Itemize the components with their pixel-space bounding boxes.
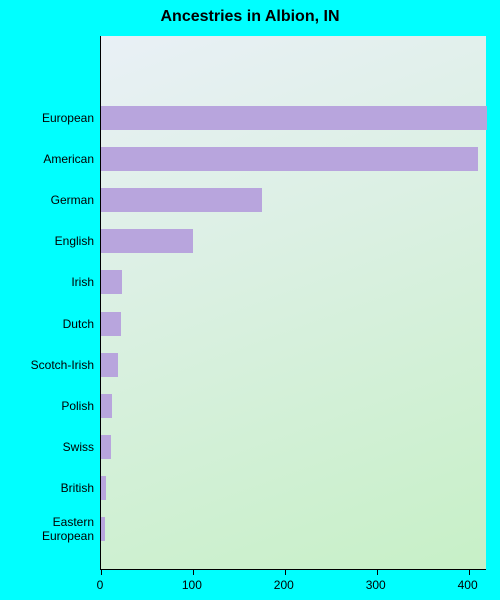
bar xyxy=(101,394,112,418)
bar xyxy=(101,476,106,500)
bar xyxy=(101,312,121,336)
x-axis-label: 100 xyxy=(182,578,202,592)
y-axis-label: American xyxy=(43,152,94,166)
x-axis-label: 0 xyxy=(97,578,104,592)
y-axis-label: Scotch-Irish xyxy=(31,358,94,372)
y-axis-label: Irish xyxy=(71,275,94,289)
x-axis-label: 400 xyxy=(458,578,478,592)
bar xyxy=(101,188,262,212)
bar xyxy=(101,229,193,253)
y-axis-label: European xyxy=(42,111,94,125)
x-tick xyxy=(377,569,378,575)
x-axis-label: 200 xyxy=(274,578,294,592)
bar xyxy=(101,353,118,377)
x-axis-label: 300 xyxy=(366,578,386,592)
y-axis-label: British xyxy=(61,481,94,495)
x-tick xyxy=(469,569,470,575)
chart-title: Ancestries in Albion, IN xyxy=(0,8,500,26)
y-axis-label: English xyxy=(55,234,94,248)
x-tick xyxy=(285,569,286,575)
y-axis-label: Dutch xyxy=(63,317,94,331)
bar xyxy=(101,270,122,294)
bar xyxy=(101,517,105,541)
plot-area xyxy=(100,36,486,570)
x-tick xyxy=(193,569,194,575)
y-axis-label: German xyxy=(51,193,94,207)
y-axis-label: Polish xyxy=(61,399,94,413)
bar xyxy=(101,147,478,171)
bar xyxy=(101,435,111,459)
y-axis-label: Eastern European xyxy=(0,515,94,543)
x-tick xyxy=(101,569,102,575)
bar xyxy=(101,106,487,130)
y-axis-label: Swiss xyxy=(63,440,94,454)
